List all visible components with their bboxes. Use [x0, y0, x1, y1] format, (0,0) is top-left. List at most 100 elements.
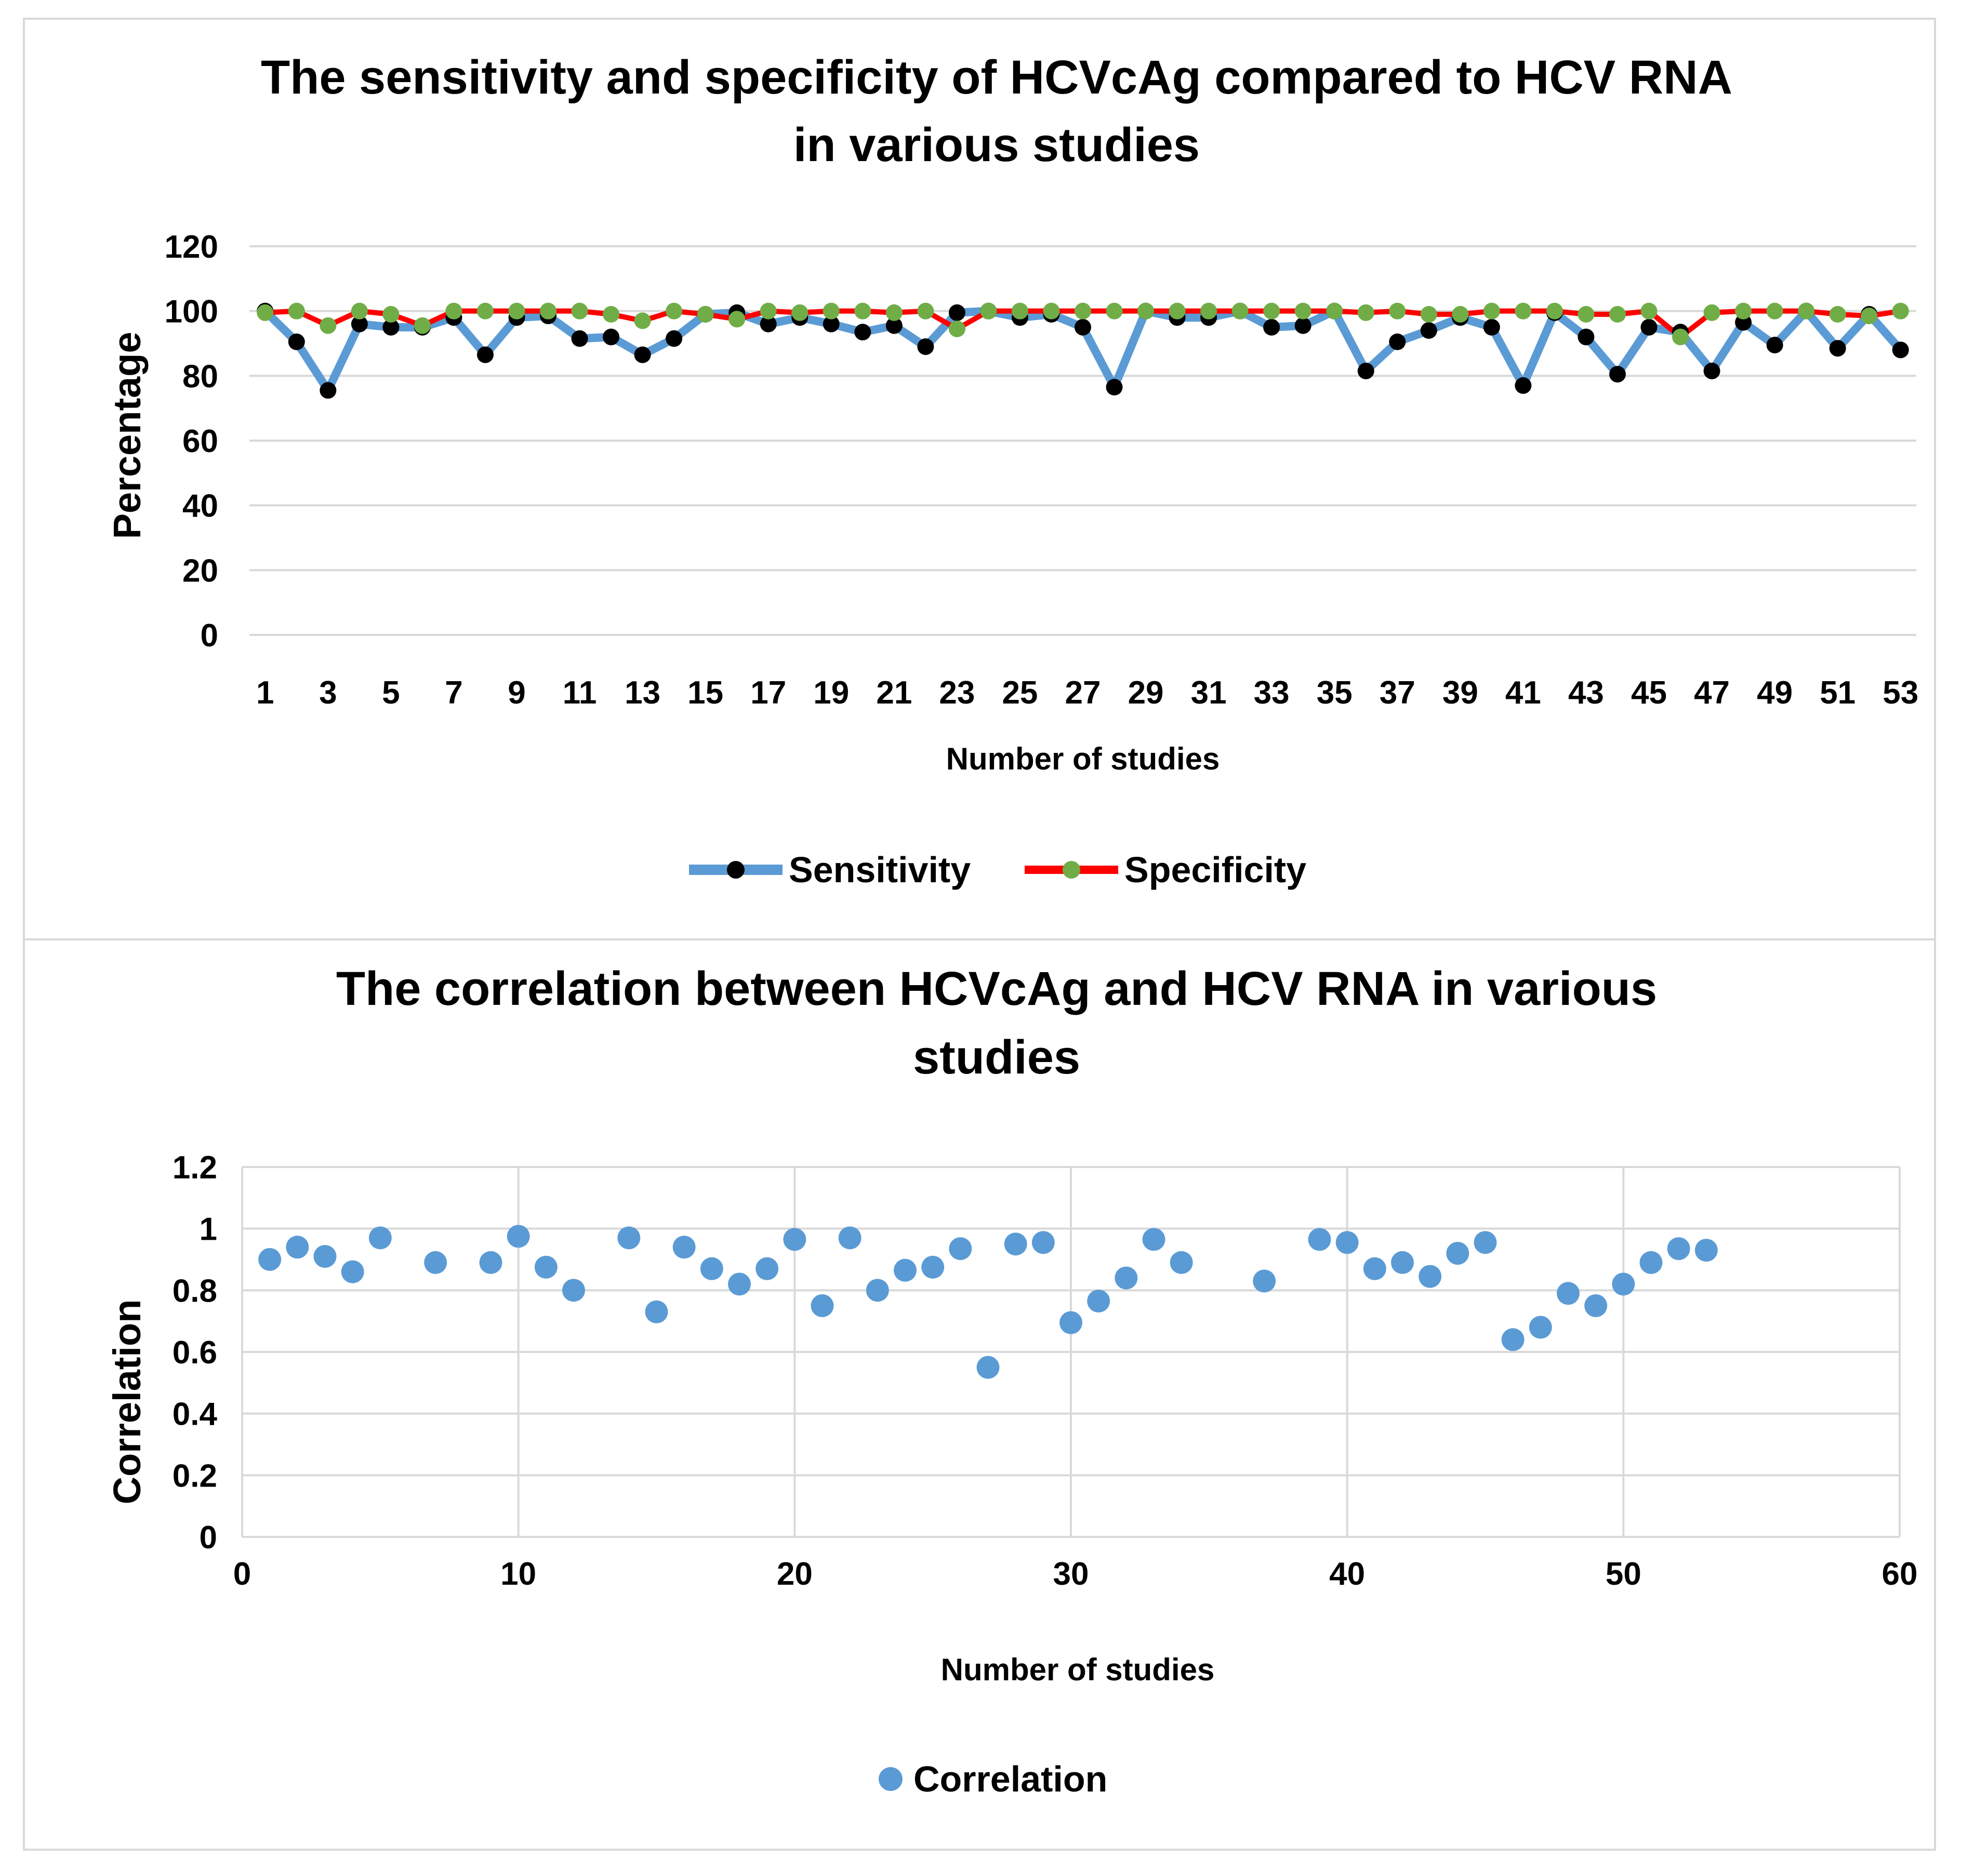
sensitivity-point [1766, 337, 1783, 354]
chart2-title-line2: studies [913, 1031, 1080, 1084]
chart2-y-tick-label: 0.8 [173, 1273, 217, 1309]
correlation-point [534, 1255, 558, 1279]
correlation-point [1031, 1231, 1055, 1254]
sensitivity-point [1263, 319, 1280, 336]
specificity-point [948, 320, 965, 337]
correlation-point [1584, 1294, 1608, 1317]
correlation-point [1308, 1228, 1331, 1251]
line-chart-panel: The sensitivity and specificity of HCVcA… [23, 18, 1936, 948]
specificity-point [728, 311, 746, 328]
sensitivity-point [1389, 333, 1406, 350]
chart1-x-tick-label: 13 [625, 675, 660, 711]
chart2-x-tick-label: 30 [1053, 1556, 1089, 1592]
sensitivity-point [1829, 340, 1846, 357]
legend-specificity-marker [1063, 861, 1080, 879]
specificity-point [1861, 308, 1878, 325]
correlation-point [894, 1258, 917, 1282]
chart2-x-tick-label: 20 [777, 1556, 813, 1592]
chart2-x-axis-title: Number of studies [941, 1652, 1215, 1687]
sensitivity-point [1515, 377, 1532, 394]
specificity-point [1703, 304, 1720, 321]
chart1-x-tick-label: 25 [1002, 675, 1038, 711]
correlation-point [1391, 1251, 1414, 1274]
specificity-point [1798, 302, 1815, 320]
specificity-point [1326, 302, 1343, 320]
specificity-point [1294, 302, 1311, 320]
specificity-point [257, 304, 274, 321]
chart1-y-tick-label: 20 [182, 553, 218, 589]
correlation-point [1335, 1231, 1359, 1254]
sensitivity-point [1294, 317, 1311, 334]
sensitivity-point [382, 319, 400, 336]
specificity-point [445, 302, 462, 320]
sensitivity-point [1640, 319, 1658, 336]
correlation-point [645, 1300, 668, 1323]
specificity-point [414, 317, 431, 334]
legend-correlation-marker [879, 1767, 903, 1791]
correlation-chart: The correlation between HCVcAg and HCV R… [105, 962, 1917, 1799]
specificity-point [382, 306, 400, 323]
correlation-point [1612, 1272, 1635, 1296]
chart1-x-tick-label: 27 [1065, 675, 1101, 711]
legend-correlation-label: Correlation [913, 1759, 1107, 1799]
correlation-point [313, 1245, 337, 1268]
specificity-point [1420, 306, 1437, 323]
correlation-point [1529, 1316, 1552, 1339]
chart1-x-tick-label: 21 [876, 675, 912, 711]
specificity-point [1043, 302, 1060, 320]
chart2-y-tick-label: 0.4 [173, 1397, 218, 1432]
correlation-point [424, 1251, 447, 1274]
sensitivity-point [1703, 362, 1720, 379]
correlation-point [562, 1279, 585, 1302]
chart2-x-tick-label: 10 [500, 1556, 536, 1592]
specificity-point [288, 302, 305, 320]
correlation-point [700, 1257, 723, 1280]
specificity-point [791, 304, 809, 321]
chart1-x-tick-label: 29 [1128, 675, 1164, 711]
correlation-point [1694, 1239, 1718, 1262]
chart1-x-tick-label: 33 [1254, 675, 1290, 711]
correlation-point [1446, 1242, 1469, 1265]
specificity-point [1892, 302, 1909, 320]
correlation-point [507, 1225, 530, 1248]
sensitivity-point [917, 338, 934, 355]
chart1-x-tick-label: 49 [1757, 675, 1793, 711]
chart1-x-tick-label: 7 [445, 675, 462, 711]
sensitivity-point [320, 382, 337, 399]
chart1-x-axis-title: Number of studies [946, 741, 1220, 776]
sensitivity-point [476, 346, 494, 363]
specificity-point [476, 302, 494, 320]
chart1-x-tick-label: 43 [1568, 675, 1604, 711]
sensitivity-point [1892, 341, 1909, 359]
sensitivity-point [948, 304, 965, 321]
sensitivity-point [1420, 322, 1437, 339]
specificity-point [1829, 306, 1846, 323]
correlation-point [811, 1294, 834, 1317]
chart1-title-line1: The sensitivity and specificity of HCVcA… [261, 51, 1732, 104]
chart2-y-tick-label: 1 [200, 1212, 217, 1248]
correlation-point [341, 1260, 364, 1283]
specificity-point [760, 302, 777, 320]
chart1-x-tick-label: 3 [319, 675, 337, 711]
chart1-x-tick-label: 15 [687, 675, 723, 711]
correlation-point [1004, 1232, 1027, 1256]
chart1-x-tick-label: 1 [256, 675, 274, 711]
correlation-point [866, 1279, 889, 1302]
specificity-point [1452, 306, 1469, 323]
correlation-point [1253, 1269, 1276, 1293]
correlation-point [756, 1257, 779, 1280]
specificity-point [1640, 302, 1658, 320]
correlation-point [949, 1237, 972, 1260]
specificity-point [508, 302, 525, 320]
chart2-x-tick-label: 50 [1606, 1556, 1641, 1592]
specificity-point [1263, 302, 1280, 320]
specificity-point [603, 306, 620, 323]
chart1-x-tick-label: 23 [939, 675, 975, 711]
chart1-x-tick-label: 37 [1380, 675, 1415, 711]
correlation-point [1087, 1290, 1110, 1313]
correlation-point [617, 1226, 641, 1250]
specificity-point [854, 302, 871, 320]
sensitivity-point [1578, 328, 1595, 346]
correlation-point [1667, 1237, 1690, 1260]
specificity-point [1766, 302, 1783, 320]
